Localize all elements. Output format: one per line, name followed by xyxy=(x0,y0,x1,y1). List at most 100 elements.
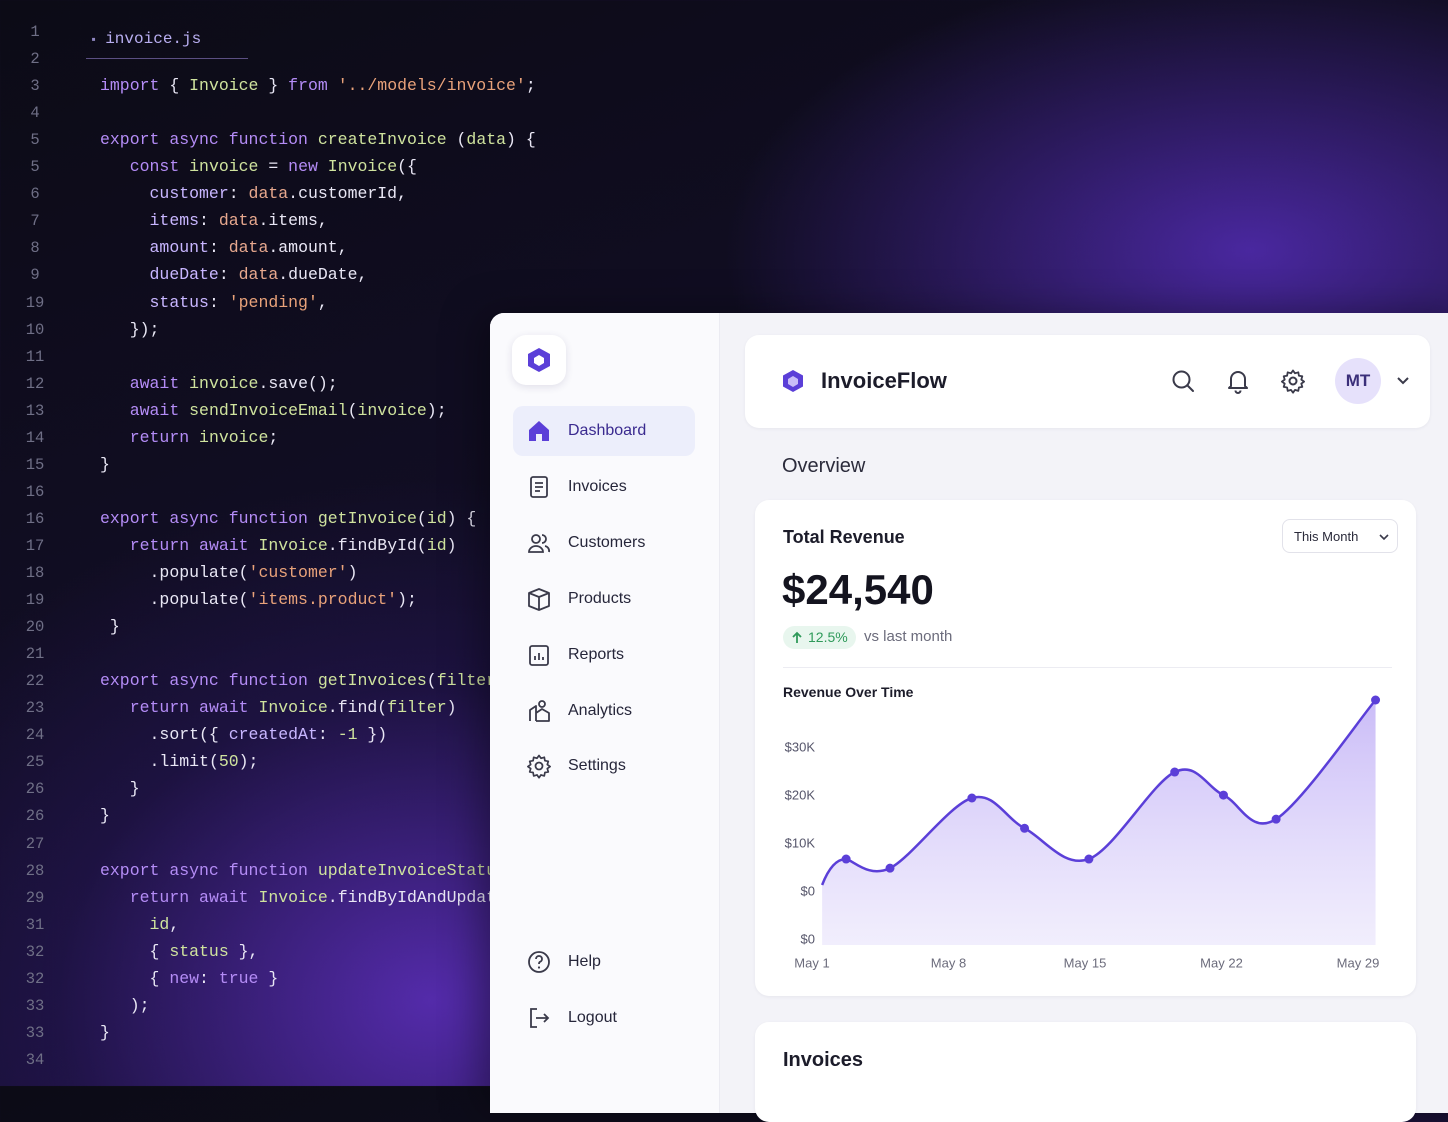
line-number: 32 xyxy=(25,942,45,961)
line-number: 10 xyxy=(25,320,45,339)
bell-icon[interactable] xyxy=(1225,368,1251,394)
code-token: data xyxy=(248,184,289,204)
code-token: return xyxy=(129,887,190,907)
code-token: getInvoice xyxy=(317,508,417,528)
logo-mark xyxy=(528,348,550,372)
code-line: .limit(50); xyxy=(100,752,259,772)
line-number: 17 xyxy=(25,536,45,555)
nav-icon xyxy=(526,698,552,724)
editor-tab[interactable]: ▪ invoice.js xyxy=(86,26,248,59)
code-token: return xyxy=(129,535,190,555)
code-line: export async function updateInvoiceStatu xyxy=(100,860,496,882)
nav-item[interactable]: Analytics xyxy=(513,686,695,736)
code-token: items xyxy=(149,211,200,231)
invoices-card: Invoices xyxy=(755,1022,1416,1122)
nav-label: Settings xyxy=(568,757,626,775)
card-title: Total Revenue xyxy=(783,527,905,547)
nav-item[interactable]: Help xyxy=(513,937,695,987)
icon xyxy=(527,755,551,779)
change-badge: 12.5% xyxy=(783,626,856,649)
line-number: 1 xyxy=(30,23,40,41)
nav-label: Reports xyxy=(568,645,625,663)
revenue-amount: $24,540 xyxy=(782,566,934,613)
code-token: invoice xyxy=(199,427,269,447)
nav-icon xyxy=(526,642,552,668)
code-token: function xyxy=(228,860,308,880)
code-token: 'customer' xyxy=(248,563,348,582)
line-number: 7 xyxy=(30,212,40,231)
code-token: '../models/invoice' xyxy=(337,76,526,96)
code-line: return await Invoice.find(filter) xyxy=(129,698,457,718)
nav-icon xyxy=(526,530,552,556)
line-number: 4 xyxy=(30,104,40,123)
code-token: return xyxy=(129,427,190,447)
icon xyxy=(528,533,550,553)
code-token: from xyxy=(288,76,328,96)
code-line: } xyxy=(100,617,120,637)
code-token: sort xyxy=(159,725,200,745)
nav-item[interactable]: Customers xyxy=(513,518,695,568)
code-token: await xyxy=(199,887,249,907)
nav-item[interactable]: Settings xyxy=(513,741,695,791)
line-number: 19 xyxy=(25,591,45,610)
code-token: populate xyxy=(159,590,239,610)
code-token: save xyxy=(268,373,308,393)
code-token: async xyxy=(169,671,219,691)
search-icon[interactable] xyxy=(1170,368,1196,394)
code-token: 50 xyxy=(218,752,239,772)
icon xyxy=(529,644,549,666)
nav-item[interactable]: Invoices xyxy=(513,462,695,512)
icon xyxy=(528,951,550,973)
line-number: 26 xyxy=(25,780,45,799)
nav-item[interactable]: Products xyxy=(513,574,695,624)
line-number: 3 xyxy=(30,77,40,96)
code-editor: ▪ invoice.js 1 2 3 import { Invoice } from '… xyxy=(25,23,536,1069)
up-arrow xyxy=(792,631,802,643)
line-number: 27 xyxy=(25,834,45,853)
line-number: 19 xyxy=(25,293,45,312)
code-token: sendInvoiceEmail xyxy=(189,400,348,420)
icon xyxy=(529,699,550,722)
code-line: .populate('customer') xyxy=(100,563,358,582)
code-line: ); xyxy=(100,995,150,1015)
code-token: data xyxy=(238,265,279,285)
nav-item[interactable]: Logout xyxy=(513,993,695,1043)
code-token: findByIdAndUpdat xyxy=(337,887,497,907)
nav-item[interactable]: Reports xyxy=(513,630,695,680)
code-token: id xyxy=(149,914,170,934)
code-token: items xyxy=(268,211,318,231)
card-title: Invoices xyxy=(783,1049,864,1071)
code-token: await xyxy=(129,373,180,393)
line-number: 11 xyxy=(25,347,45,366)
code-token: data xyxy=(466,130,507,150)
code-token: createdAt xyxy=(228,725,318,745)
line-number: 2 xyxy=(30,50,40,69)
change-value: 12.5% xyxy=(808,629,848,645)
line-number: 22 xyxy=(25,672,45,691)
nav-item[interactable]: Dashboard xyxy=(513,406,695,456)
line-number: 18 xyxy=(25,564,45,582)
code-line: const invoice = new Invoice({ xyxy=(129,157,417,177)
code-line: items: data.items, xyxy=(149,211,328,231)
line-number: 12 xyxy=(25,374,45,393)
avatar-chevron[interactable] xyxy=(1396,374,1410,388)
code-token: invoice xyxy=(189,373,259,393)
code-line: return invoice; xyxy=(129,427,279,447)
sidebar-logo[interactable] xyxy=(512,335,566,385)
code-line: export async function getInvoice(id) { xyxy=(100,508,477,528)
code-line: await invoice.save(); xyxy=(129,373,338,393)
code-token: dueDate xyxy=(288,265,358,285)
settings-icon[interactable] xyxy=(1280,368,1306,394)
code-line: export async function createInvoice (dat… xyxy=(100,130,536,150)
period-dropdown[interactable]: This Month xyxy=(1282,519,1398,553)
avatar[interactable]: MT xyxy=(1335,358,1381,404)
code-token: limit xyxy=(159,752,209,772)
line-number: 24 xyxy=(25,726,45,745)
line-number: 34 xyxy=(25,1050,45,1069)
code-token: getInvoices xyxy=(317,671,427,691)
code-line: await sendInvoiceEmail(invoice); xyxy=(129,400,447,420)
revenue-card: Total Revenue This Month $24,540 12.5% v… xyxy=(755,500,1416,996)
nav-label: Analytics xyxy=(568,701,633,719)
line-number: 33 xyxy=(25,996,45,1015)
nav-label: Invoices xyxy=(568,477,627,495)
